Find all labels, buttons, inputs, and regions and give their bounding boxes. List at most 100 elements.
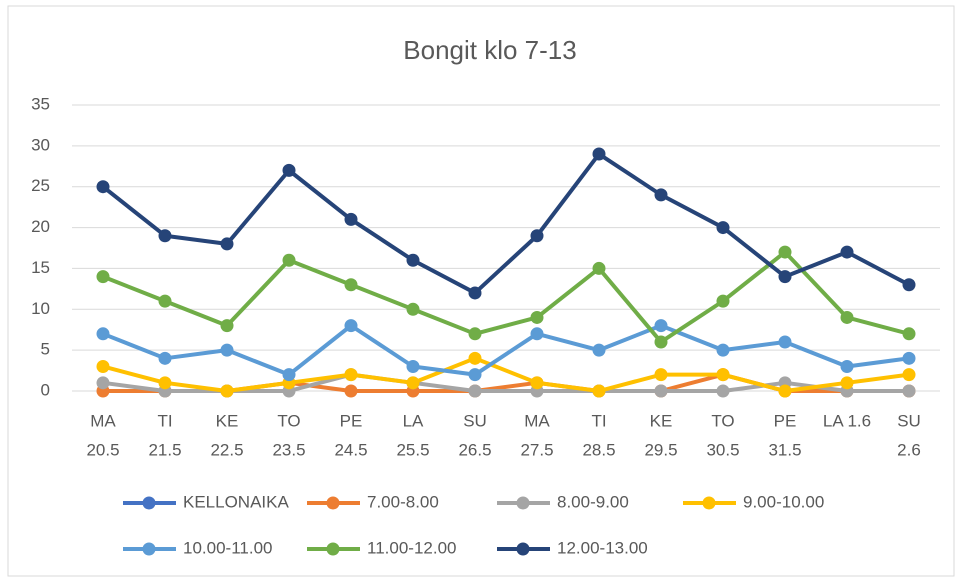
data-point [902, 368, 916, 382]
data-point [840, 310, 854, 324]
x-tick-label: KE [650, 411, 673, 430]
x-tick-label: 21.5 [148, 440, 181, 459]
legend-marker [516, 542, 530, 556]
x-tick-label: 2.6 [897, 440, 921, 459]
x-tick-label: TI [157, 411, 172, 430]
x-tick-label: SU [897, 411, 921, 430]
data-point [344, 384, 358, 398]
y-tick-label: 5 [41, 340, 50, 359]
data-point [282, 163, 296, 177]
data-point [840, 359, 854, 373]
data-point [468, 384, 482, 398]
data-point [716, 368, 730, 382]
data-point [778, 245, 792, 259]
legend-marker [326, 496, 340, 510]
x-tick-label: LA 1.6 [823, 411, 871, 430]
data-point [468, 286, 482, 300]
x-tick-label: 30.5 [706, 440, 739, 459]
x-tick-label: TO [277, 411, 300, 430]
x-tick-label: PE [774, 411, 797, 430]
data-point [654, 319, 668, 333]
x-tick-label: 29.5 [644, 440, 677, 459]
x-tick-label: LA [403, 411, 424, 430]
data-point [530, 229, 544, 243]
data-point [344, 278, 358, 292]
data-point [592, 261, 606, 275]
data-point [344, 368, 358, 382]
data-point [96, 359, 110, 373]
legend-marker [142, 542, 156, 556]
data-point [902, 351, 916, 365]
data-point [716, 384, 730, 398]
x-tick-label: TO [711, 411, 734, 430]
data-point [96, 327, 110, 341]
y-tick-label: 15 [31, 258, 50, 277]
y-tick-label: 10 [31, 299, 50, 318]
data-point [96, 270, 110, 284]
legend-label: 12.00-13.00 [557, 538, 648, 557]
data-point [778, 384, 792, 398]
x-tick-label: 24.5 [334, 440, 367, 459]
data-point [158, 229, 172, 243]
data-point [530, 376, 544, 390]
y-tick-label: 35 [31, 94, 50, 113]
data-point [406, 376, 420, 390]
x-tick-label: 31.5 [768, 440, 801, 459]
data-point [530, 310, 544, 324]
data-point [716, 221, 730, 235]
y-tick-label: 20 [31, 217, 50, 236]
legend-label: 7.00-8.00 [367, 492, 439, 511]
data-point [902, 384, 916, 398]
data-point [344, 319, 358, 333]
x-tick-label: 28.5 [582, 440, 615, 459]
data-point [840, 245, 854, 259]
x-tick-label: PE [340, 411, 363, 430]
data-point [592, 147, 606, 161]
legend-marker [516, 496, 530, 510]
y-tick-label: 0 [41, 380, 50, 399]
data-point [592, 384, 606, 398]
y-tick-label: 25 [31, 176, 50, 195]
x-tick-label: MA [524, 411, 550, 430]
legend-marker [326, 542, 340, 556]
legend-label: KELLONAIKA [183, 492, 289, 511]
legend-marker [702, 496, 716, 510]
data-point [220, 384, 234, 398]
legend-label: 9.00-10.00 [743, 492, 824, 511]
series-line [102, 356, 910, 393]
data-point [282, 253, 296, 267]
data-point [406, 359, 420, 373]
legend-label: 11.00-12.00 [367, 538, 456, 557]
data-point [716, 294, 730, 308]
x-tick-label: 25.5 [396, 440, 429, 459]
data-point [716, 343, 730, 357]
legend-label: 10.00-11.00 [183, 538, 272, 557]
data-point [282, 368, 296, 382]
legend-marker [142, 496, 156, 510]
data-point [158, 294, 172, 308]
x-tick-label: 27.5 [520, 440, 553, 459]
chart-title: Bongit klo 7-13 [403, 35, 576, 65]
data-point [158, 376, 172, 390]
x-tick-label: SU [463, 411, 487, 430]
data-point [902, 278, 916, 292]
data-point [220, 343, 234, 357]
data-point [468, 327, 482, 341]
series-line [101, 152, 910, 295]
x-tick-label: MA [90, 411, 116, 430]
x-tick-label: 20.5 [86, 440, 119, 459]
data-point [902, 327, 916, 341]
data-point [468, 368, 482, 382]
data-point [654, 384, 668, 398]
data-point [840, 376, 854, 390]
series-line [102, 323, 910, 377]
data-point [96, 376, 110, 390]
data-point [778, 335, 792, 349]
data-point [654, 368, 668, 382]
x-tick-label: 22.5 [210, 440, 243, 459]
data-point [778, 270, 792, 284]
data-point [96, 180, 110, 194]
data-point [468, 351, 482, 365]
x-tick-label: TI [591, 411, 606, 430]
